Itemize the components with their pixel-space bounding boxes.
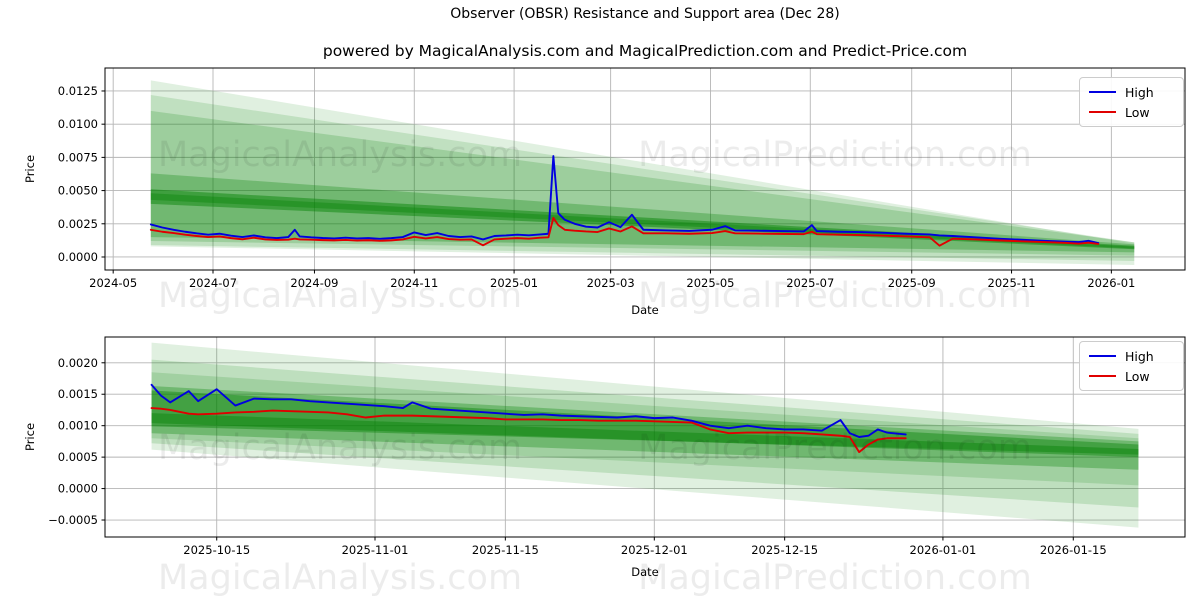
legend-label-high: High [1125, 84, 1154, 100]
x-tick-label: 2024-11 [390, 276, 438, 290]
legend-label-low: Low [1125, 368, 1150, 384]
bottom-chart-legend: High Low [1079, 341, 1184, 391]
x-tick-label: 2025-12-01 [621, 543, 688, 557]
legend-item-high: High [1089, 82, 1175, 102]
x-tick-label: 2024-07 [189, 276, 237, 290]
y-tick-label: −0.0005 [48, 513, 98, 527]
y-tick-label: 0.0125 [58, 84, 98, 98]
legend-item-low: Low [1089, 102, 1175, 122]
low-line [150, 407, 907, 454]
x-tick-label: 2025-11 [988, 276, 1036, 290]
y-tick-label: 0.0015 [58, 387, 98, 401]
y-tick-label: 0.0000 [58, 250, 98, 264]
x-tick-label: 2026-01-01 [910, 543, 977, 557]
band-wedge [150, 193, 1135, 249]
top-chart-plot: 2024-05 2024-07 2024-09 2024-11 2025-01 2025-… [58, 67, 1186, 290]
band-wedge [151, 372, 1139, 486]
legend-label-high: High [1125, 348, 1154, 364]
band-wedge [150, 110, 1135, 256]
x-tick-label: 2025-03 [587, 276, 635, 290]
y-tick-label: 0.0005 [58, 450, 98, 464]
x-tick-label: 2025-12-15 [751, 543, 818, 557]
x-tick-label: 2026-01-15 [1040, 543, 1107, 557]
bottom-chart-xlabel: Date [631, 565, 659, 579]
x-tick-label: 2025-09 [888, 276, 936, 290]
x-tick-label: 2025-05 [686, 276, 734, 290]
figure-subtitle: powered by MagicalAnalysis.com and Magic… [322, 42, 968, 60]
top-chart-xlabel: Date [631, 303, 659, 317]
x-tick-label: 2025-01 [490, 276, 538, 290]
x-tick-label: 2026-01 [1087, 276, 1135, 290]
band-wedge [150, 80, 1135, 265]
figure-title: Observer (OBSR) Resistance and Support a… [450, 6, 840, 22]
series-lines [149, 155, 1100, 247]
y-tick-label: 0.0000 [58, 482, 98, 496]
y-tick-label: 0.0010 [58, 419, 98, 433]
series-lines [150, 383, 907, 454]
bottom-chart-plot: 2025-10-15 2025-11-01 2025-11-15 2025-12-01… [48, 336, 1186, 557]
support-resistance-bands [150, 80, 1135, 265]
high-line [150, 383, 907, 438]
y-tick-label: 0.0050 [58, 184, 98, 198]
high-line-swatch [1089, 91, 1116, 93]
legend-item-high: High [1089, 346, 1175, 366]
x-tick-label: 2025-11-01 [342, 543, 409, 557]
top-chart-legend: High Low [1079, 77, 1184, 127]
high-line [149, 155, 1100, 244]
high-line-swatch [1089, 355, 1116, 357]
x-tick-label: 2025-11-15 [472, 543, 539, 557]
band-wedge [151, 342, 1139, 528]
y-tick-label: 0.0020 [58, 356, 98, 370]
legend-label-low: Low [1125, 104, 1150, 120]
axes-border [104, 336, 1186, 538]
band-wedge [150, 94, 1135, 261]
axes-border [104, 67, 1186, 271]
x-tick-label: 2025-10-15 [183, 543, 250, 557]
low-line-swatch [1089, 111, 1116, 113]
y-tick-label: 0.0075 [58, 150, 98, 164]
bottom-chart-ylabel: Price [23, 422, 37, 452]
band-wedge [151, 359, 1139, 508]
top-chart-ylabel: Price [23, 154, 37, 184]
legend-item-low: Low [1089, 366, 1175, 386]
y-tick-label: 0.0025 [58, 217, 98, 231]
band-wedge [151, 413, 1139, 455]
low-line [149, 216, 1100, 247]
support-resistance-bands [151, 342, 1139, 528]
band-wedge [150, 189, 1135, 250]
x-tick-label: 2024-05 [89, 276, 137, 290]
x-tick-label: 2025-07 [786, 276, 834, 290]
low-line-swatch [1089, 375, 1116, 377]
x-tick-label: 2024-09 [290, 276, 338, 290]
y-tick-label: 0.0100 [58, 117, 98, 131]
